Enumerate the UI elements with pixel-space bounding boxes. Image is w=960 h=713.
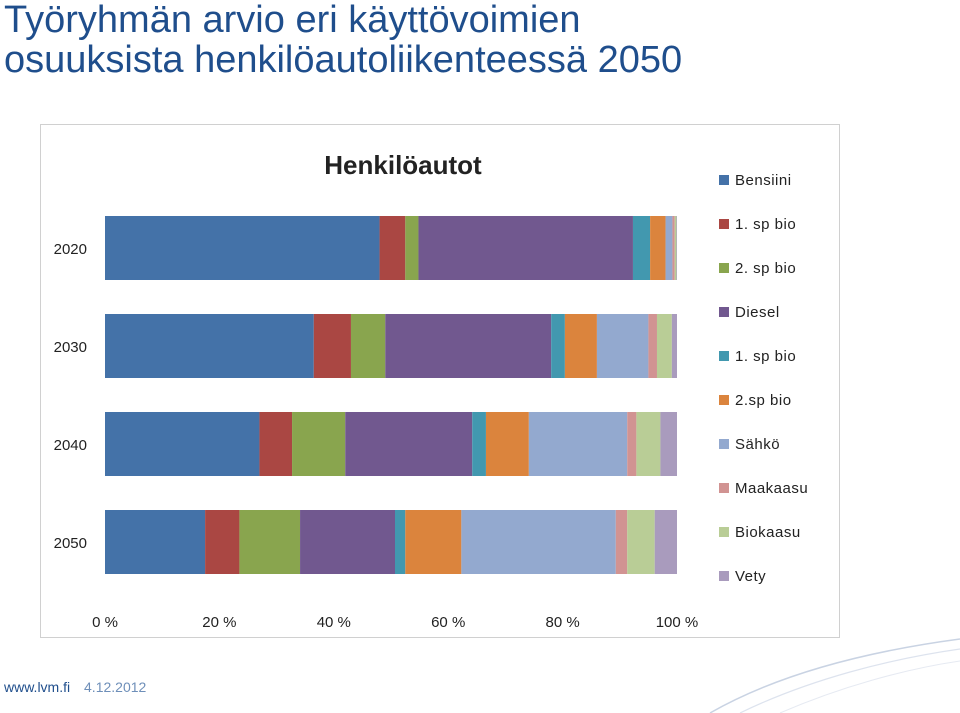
legend-label-2: 1. sp bio <box>735 216 796 233</box>
bar-segment-2030-7 <box>596 314 649 378</box>
chart-title: Henkilöautot <box>324 150 482 180</box>
bar-segment-2050-7 <box>461 510 616 574</box>
footer-date: 4.12.2012 <box>84 679 147 695</box>
chart-area: Henkilöautot 2020 2030 2040 2050 0 % 20 % 40 % 6… <box>40 124 840 638</box>
bar-segment-2050-2 <box>205 510 240 574</box>
bar-segment-2020-2 <box>379 216 406 280</box>
bar-segment-2020-9 <box>674 216 677 280</box>
bar-segment-2030-9 <box>656 314 672 378</box>
legend-label-6: 2.sp bio <box>735 392 792 409</box>
bar-segment-2020-6 <box>650 216 666 280</box>
bar-segment-2040-2 <box>259 412 293 476</box>
bar-segment-2040-5 <box>472 412 486 476</box>
legend-swatch-1 <box>719 175 729 185</box>
legend-swatch-6 <box>719 395 729 405</box>
footer: www.lvm.fi 4.12.2012 <box>4 679 146 695</box>
legend-label-9: Biokaasu <box>735 524 801 541</box>
bar-segment-2020-4 <box>418 216 633 280</box>
bar-segment-2030-2 <box>313 314 351 378</box>
bar-segment-2020-7 <box>665 216 673 280</box>
legend-label-7: Sähkö <box>735 436 780 453</box>
bar-segment-2050-4 <box>300 510 396 574</box>
bar-segment-2050-9 <box>627 510 655 574</box>
bar-segment-2040-6 <box>485 412 529 476</box>
stacked-bar-chart: Henkilöautot 2020 2030 2040 2050 0 % 20 % 40 % 6… <box>54 150 808 631</box>
x-tick-label: 40 % <box>317 614 351 631</box>
legend-swatch-2 <box>719 219 729 229</box>
legend-swatch-4 <box>719 307 729 317</box>
bar-segment-2030-1 <box>105 314 314 378</box>
bar-segment-2030-6 <box>564 314 597 378</box>
category-label-2030: 2030 <box>54 339 87 356</box>
legend-label-8: Maakaasu <box>735 480 808 497</box>
bar-segment-2030-4 <box>385 314 552 378</box>
bar-segment-2040-10 <box>660 412 677 476</box>
legend-label-1: Bensiini <box>735 172 792 189</box>
x-tick-label: 0 % <box>92 614 118 631</box>
x-tick-label: 80 % <box>545 614 579 631</box>
bar-segment-2040-4 <box>345 412 473 476</box>
bar-segment-2020-10 <box>676 216 677 280</box>
bar-segment-2040-1 <box>105 412 260 476</box>
bar-segment-2040-7 <box>528 412 628 476</box>
bar-segment-2040-9 <box>636 412 661 476</box>
legend-swatch-7 <box>719 439 729 449</box>
bar-segment-2030-8 <box>648 314 657 378</box>
decorative-swoosh <box>709 638 960 713</box>
bar-segment-2020-3 <box>405 216 419 280</box>
legend-swatch-5 <box>719 351 729 361</box>
category-label-2040: 2040 <box>54 437 87 454</box>
category-label-2020: 2020 <box>54 241 87 258</box>
bar-segment-2050-6 <box>405 510 462 574</box>
x-tick-label: 60 % <box>431 614 465 631</box>
bar-segment-2050-8 <box>615 510 628 574</box>
bar-segment-2020-1 <box>105 216 380 280</box>
bar-segment-2030-10 <box>671 314 677 378</box>
bar-segment-2020-8 <box>672 216 675 280</box>
legend-swatch-8 <box>719 483 729 493</box>
legend-label-4: Diesel <box>735 304 780 321</box>
legend-swatch-3 <box>719 263 729 273</box>
legend-label-3: 2. sp bio <box>735 260 796 277</box>
x-tick-label: 20 % <box>202 614 236 631</box>
bar-segment-2050-3 <box>239 510 301 574</box>
slide-title-line-2: osuuksista henkilöautoliikenteessä 2050 <box>4 39 683 81</box>
bar-segment-2020-5 <box>632 216 651 280</box>
bar-segment-2050-5 <box>395 510 406 574</box>
legend-swatch-9 <box>719 527 729 537</box>
legend-swatch-10 <box>719 571 729 581</box>
bar-segment-2050-1 <box>105 510 206 574</box>
slide-title: Työryhmän arvio eri käyttövoimien osuuks… <box>4 0 682 80</box>
slide-title-line-1: Työryhmän arvio eri käyttövoimien <box>4 0 581 41</box>
bar-segment-2030-3 <box>350 314 386 378</box>
bar-segment-2030-5 <box>551 314 565 378</box>
x-tick-label: 100 % <box>656 614 699 631</box>
legend-label-5: 1. sp bio <box>735 348 796 365</box>
bar-segment-2040-8 <box>627 412 637 476</box>
legend-label-10: Vety <box>735 568 766 585</box>
footer-url[interactable]: www.lvm.fi <box>4 679 71 695</box>
bar-segment-2040-3 <box>292 412 346 476</box>
bar-segment-2050-10 <box>654 510 677 574</box>
category-label-2050: 2050 <box>54 535 87 552</box>
